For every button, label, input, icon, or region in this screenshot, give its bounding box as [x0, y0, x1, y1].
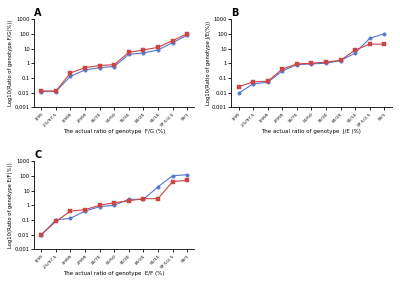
X-axis label: The actual ratio of genotype  J/E (%): The actual ratio of genotype J/E (%): [262, 129, 361, 134]
X-axis label: The actual ratio of genotype  F/G (%): The actual ratio of genotype F/G (%): [63, 129, 165, 134]
Y-axis label: Log10(Ratio of genotype J/E(%)): Log10(Ratio of genotype J/E(%)): [206, 21, 210, 105]
Text: A: A: [34, 8, 42, 18]
Y-axis label: Log10(Ratio of genotype F/G(%)): Log10(Ratio of genotype F/G(%)): [8, 20, 13, 106]
Text: B: B: [231, 8, 239, 18]
Text: C: C: [34, 150, 41, 160]
X-axis label: The actual ratio of genotype  E/F (%): The actual ratio of genotype E/F (%): [64, 271, 165, 276]
Y-axis label: Log10(Ratio of genotype E/F(%)): Log10(Ratio of genotype E/F(%)): [8, 162, 13, 248]
